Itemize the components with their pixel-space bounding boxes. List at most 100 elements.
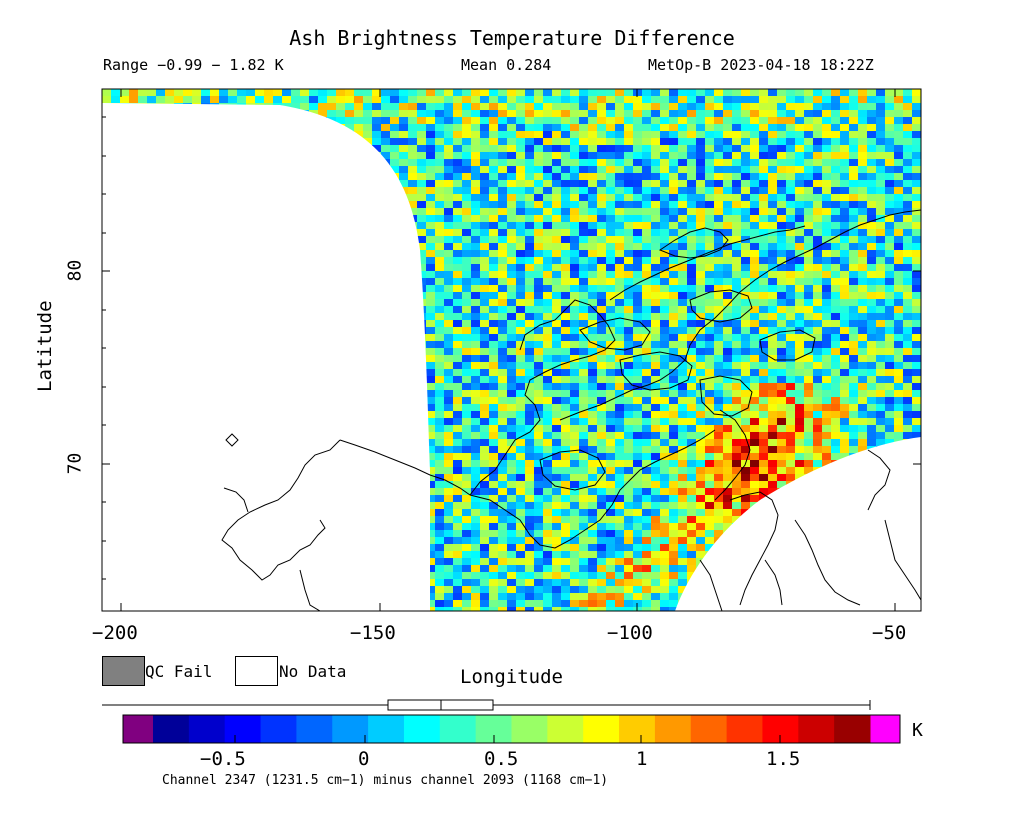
data-cell <box>516 222 525 229</box>
data-cell <box>615 369 624 376</box>
data-cell <box>642 299 651 306</box>
data-cell <box>507 166 516 173</box>
data-cell <box>849 348 858 355</box>
data-cell <box>588 432 597 439</box>
data-cell <box>651 278 660 285</box>
data-cell <box>894 208 903 215</box>
data-cell <box>615 334 624 341</box>
data-cell <box>444 110 453 117</box>
data-cell <box>813 376 822 383</box>
data-cell <box>885 418 894 425</box>
data-cell <box>822 411 831 418</box>
data-cell <box>462 110 471 117</box>
data-cell <box>453 229 462 236</box>
data-cell <box>885 376 894 383</box>
data-cell <box>723 390 732 397</box>
data-cell <box>489 89 498 96</box>
data-cell <box>903 362 912 369</box>
data-cell <box>651 425 660 432</box>
data-cell <box>489 257 498 264</box>
data-cell <box>201 96 210 103</box>
data-cell <box>849 418 858 425</box>
data-cell <box>417 264 426 271</box>
data-cell <box>885 138 894 145</box>
data-cell <box>840 355 849 362</box>
data-cell <box>561 313 570 320</box>
data-cell <box>633 215 642 222</box>
data-cell <box>660 159 669 166</box>
data-cell <box>489 369 498 376</box>
data-cell <box>426 390 435 397</box>
data-cell <box>444 369 453 376</box>
data-cell <box>489 348 498 355</box>
data-cell <box>327 96 336 103</box>
data-cell <box>867 369 876 376</box>
data-cell <box>696 145 705 152</box>
data-cell <box>111 89 120 96</box>
data-cell <box>867 418 876 425</box>
data-cell <box>786 383 795 390</box>
data-cell <box>480 327 489 334</box>
data-cell <box>453 89 462 96</box>
data-cell <box>480 425 489 432</box>
data-cell <box>822 180 831 187</box>
data-cell <box>534 250 543 257</box>
data-cell <box>831 453 840 460</box>
data-cell <box>768 376 777 383</box>
data-cell <box>444 376 453 383</box>
data-cell <box>597 145 606 152</box>
data-cell <box>840 348 849 355</box>
data-cell <box>876 320 885 327</box>
data-cell <box>606 257 615 264</box>
data-cell <box>561 187 570 194</box>
data-cell <box>687 278 696 285</box>
data-cell <box>840 145 849 152</box>
data-cell <box>705 404 714 411</box>
data-cell <box>795 138 804 145</box>
data-cell <box>597 257 606 264</box>
data-cell <box>903 229 912 236</box>
data-cell <box>516 327 525 334</box>
data-cell <box>588 369 597 376</box>
data-cell <box>426 117 435 124</box>
data-cell <box>831 194 840 201</box>
data-cell <box>678 425 687 432</box>
data-cell <box>732 341 741 348</box>
data-cell <box>453 103 462 110</box>
data-cell <box>768 243 777 250</box>
data-cell <box>570 103 579 110</box>
data-cell <box>651 292 660 299</box>
data-cell <box>849 110 858 117</box>
data-cell <box>588 257 597 264</box>
data-cell <box>642 96 651 103</box>
data-cell <box>831 124 840 131</box>
data-cell <box>552 138 561 145</box>
data-cell <box>867 201 876 208</box>
data-cell <box>471 411 480 418</box>
data-cell <box>804 460 813 467</box>
data-cell <box>435 236 444 243</box>
data-cell <box>678 145 687 152</box>
data-cell <box>732 460 741 467</box>
data-cell <box>669 89 678 96</box>
data-cell <box>462 215 471 222</box>
data-cell <box>543 341 552 348</box>
data-cell <box>804 117 813 124</box>
data-cell <box>741 376 750 383</box>
data-cell <box>669 173 678 180</box>
data-cell <box>651 411 660 418</box>
data-cell <box>498 278 507 285</box>
data-cell <box>453 285 462 292</box>
data-cell <box>453 124 462 131</box>
data-cell <box>498 117 507 124</box>
data-cell <box>804 257 813 264</box>
data-cell <box>480 418 489 425</box>
data-cell <box>615 96 624 103</box>
data-cell <box>903 292 912 299</box>
data-cell <box>768 446 777 453</box>
data-cell <box>255 96 264 103</box>
data-cell <box>705 285 714 292</box>
data-cell <box>588 229 597 236</box>
data-cell <box>777 355 786 362</box>
data-cell <box>561 453 570 460</box>
